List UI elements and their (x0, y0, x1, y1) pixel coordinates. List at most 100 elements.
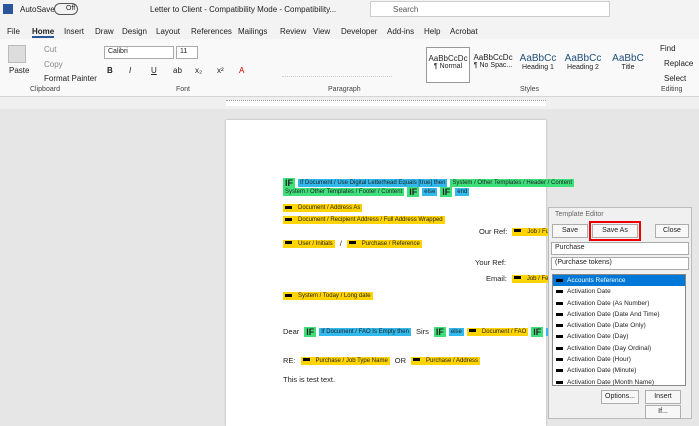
style-preview: AaBbCc (564, 53, 602, 64)
document-text: Dear (283, 327, 300, 336)
font-format-button[interactable]: A (239, 66, 245, 75)
style-gallery-item[interactable]: AaBbCc Heading 1 (516, 47, 560, 83)
ribbon-tab[interactable]: Review (280, 27, 307, 36)
style-gallery-item[interactable]: AaBbCcDc ¶ No Spac... (471, 47, 515, 83)
ribbon-tab[interactable]: References (191, 27, 232, 36)
document-line: Document / Recipient Address / Full Addr… (283, 216, 445, 224)
merge-field[interactable]: IF (440, 187, 453, 197)
paste-button[interactable]: Paste (9, 66, 30, 75)
font-size[interactable]: 11 (176, 46, 198, 59)
ribbon-tab[interactable]: Mailings (238, 27, 268, 36)
merge-field[interactable]: Document / Recipient Address / Full Addr… (283, 216, 445, 224)
merge-field[interactable]: IF (407, 187, 420, 197)
merge-field[interactable]: System / Other Templates / Footer / Cont… (283, 188, 405, 196)
token-list-item[interactable]: Activation Date (Month Name) (553, 377, 685, 385)
dialog-button[interactable]: Close (655, 224, 689, 238)
find-button[interactable]: Find (660, 44, 676, 53)
token-list-item[interactable]: Activation Date (553, 286, 685, 297)
select-button[interactable]: Select (664, 74, 687, 83)
ribbon-tab[interactable]: Acrobat (450, 27, 478, 36)
paste-icon (8, 45, 26, 63)
token-list-item[interactable]: Activation Date (Date And Time) (553, 309, 685, 320)
dialog-button[interactable]: Options... (601, 390, 639, 404)
font-format-button[interactable]: B (107, 66, 113, 75)
merge-field[interactable]: IF (531, 326, 544, 337)
font-format-button[interactable]: x₂ (195, 66, 203, 75)
merge-field[interactable]: IF (433, 326, 446, 337)
document-line: RE: Purchase / Job Type Name OR Purchase / … (281, 355, 481, 366)
style-name: Heading 1 (522, 64, 554, 71)
token-list-item[interactable]: Activation Date (Hour) (553, 354, 685, 365)
ribbon-tab[interactable]: View (313, 27, 331, 36)
token-list-item[interactable]: Activation Date (Minute) (553, 365, 685, 376)
document-text: Email: (486, 274, 507, 283)
autosave-toggle[interactable]: Off (54, 3, 78, 15)
token-list-item[interactable]: Activation Date (Day) (553, 331, 685, 342)
dialog-button[interactable]: Save (552, 224, 588, 238)
ribbon-tab[interactable]: Developer (341, 27, 378, 36)
tokens-select[interactable]: (Purchase tokens) (551, 257, 689, 270)
ribbon-tab[interactable]: Design (122, 27, 147, 36)
paragraph-tools (282, 63, 392, 77)
merge-field[interactable]: Job / Fee (511, 274, 554, 283)
merge-field[interactable]: Document / Address As (283, 204, 363, 212)
font-format-button[interactable]: I (129, 66, 132, 75)
font-format-button[interactable]: x² (217, 66, 224, 75)
style-name: Title (621, 64, 635, 71)
format-painter-button[interactable]: Format Painter (44, 74, 97, 83)
category-select[interactable]: Purchase (551, 242, 689, 255)
style-gallery-item[interactable]: AaBbCcDc ¶ Normal (426, 47, 470, 83)
document-text: Our Ref: (479, 227, 508, 236)
merge-field[interactable]: System / Other Templates / Header / Cont… (450, 179, 575, 187)
dialog-button[interactable]: Insert (645, 390, 681, 404)
merge-field[interactable]: Purchase / Address (411, 356, 481, 365)
dialog-button[interactable]: If... (645, 405, 681, 419)
document-text: Your Ref: (475, 258, 506, 267)
ribbon-tab[interactable]: Help (424, 27, 441, 36)
merge-field[interactable]: System / Today / Long date (283, 292, 373, 300)
ruler-track (226, 100, 546, 106)
ribbon-tab[interactable]: Add-ins (387, 27, 415, 36)
font-format-button[interactable]: ab (173, 66, 182, 75)
search-box[interactable]: Search (370, 1, 610, 17)
token-list-item[interactable]: Activation Date (As Number) (553, 298, 685, 309)
ribbon-tab[interactable]: Draw (95, 27, 114, 36)
document-line: Document / Address As (283, 204, 363, 212)
group-label: Font (176, 86, 191, 93)
merge-field[interactable]: If Document / Use Digital Letterhead Equ… (298, 179, 448, 187)
merge-field[interactable]: Job / Fu (512, 227, 552, 236)
copy-button[interactable]: Copy (44, 60, 63, 69)
style-gallery-item[interactable]: AaBbCc Heading 2 (561, 47, 605, 83)
style-gallery-item[interactable]: AaBbC Title (606, 47, 650, 83)
merge-field[interactable]: else (422, 188, 438, 196)
style-preview: AaBbCc (519, 53, 557, 64)
ribbon-tab[interactable]: Home (32, 27, 55, 38)
merge-field[interactable]: If Document / FAO Is Empty then (319, 327, 411, 336)
document-title: Letter to Client - Compatibility Mode - … (150, 5, 337, 14)
ribbon-tab[interactable]: Layout (156, 27, 181, 36)
font-format-button[interactable]: U (151, 66, 157, 75)
autosave-label: AutoSave (20, 5, 55, 14)
ribbon-tab[interactable]: Insert (64, 27, 85, 36)
token-list-item[interactable]: Activation Date (Date Only) (553, 320, 685, 331)
title-bar: AutoSave Off Letter to Client - Compatib… (0, 0, 699, 19)
style-name: Heading 2 (567, 64, 599, 71)
merge-field[interactable]: Document / FAO (466, 327, 529, 336)
token-list-item[interactable]: Accounts Reference (553, 275, 685, 287)
merge-field[interactable]: Purchase / Job Type Name (300, 356, 390, 365)
style-name: ¶ No Spac... (473, 62, 513, 69)
merge-field[interactable]: else (448, 327, 464, 336)
merge-field[interactable]: User / Initials (283, 239, 335, 248)
merge-field[interactable]: IF (304, 326, 317, 337)
dialog-title: Template Editor (555, 211, 604, 218)
replace-button[interactable]: Replace (664, 59, 694, 68)
font-name[interactable]: Calibri (104, 46, 174, 59)
merge-field[interactable]: IF (283, 178, 295, 188)
cut-button[interactable]: Cut (44, 45, 57, 54)
merge-field[interactable]: Purchase / Reference (346, 239, 422, 248)
token-list-item[interactable]: Activation Date (Day Ordinal) (553, 343, 685, 354)
dialog-button[interactable]: Save As (589, 221, 641, 241)
ribbon-tab[interactable]: File (7, 27, 20, 36)
merge-field[interactable]: end (455, 188, 470, 196)
